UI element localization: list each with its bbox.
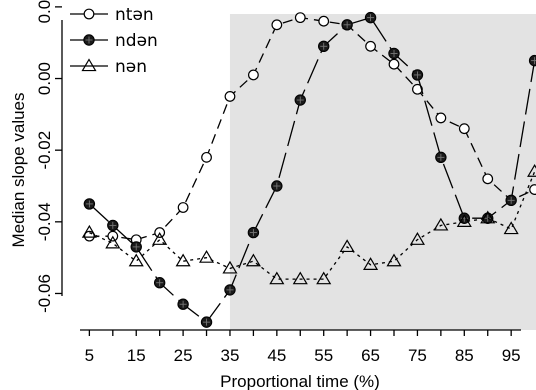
- data-point: [177, 202, 189, 213]
- data-point: [409, 232, 425, 245]
- data-point: [458, 123, 470, 135]
- data-point: [271, 19, 283, 31]
- x-tick-label: 25: [174, 346, 193, 365]
- data-point: [433, 217, 449, 231]
- x-ticks: 5 15 25 35 45 55 65 75 85 95: [85, 330, 521, 365]
- y-axis-title: Median slope values: [9, 93, 28, 248]
- x-tick-label: 75: [408, 346, 427, 365]
- data-point: [386, 253, 402, 267]
- data-point: [365, 40, 376, 52]
- x-tick-label: 55: [314, 346, 333, 365]
- x-tick-label: 45: [267, 346, 286, 365]
- data-point: [503, 221, 519, 235]
- x-tick-label: 95: [502, 346, 521, 365]
- data-point: [128, 253, 144, 267]
- data-point: [480, 210, 496, 224]
- y-tick-label: 0.00: [35, 62, 54, 95]
- data-point: [248, 69, 259, 81]
- legend-label: ntən: [115, 5, 154, 25]
- data-point: [81, 224, 97, 238]
- data-point: [316, 271, 332, 285]
- y-tick-label: -0.02: [35, 131, 54, 170]
- data-point: [224, 91, 236, 102]
- legend-item: nən: [70, 57, 147, 77]
- y-tick-label: -0.06: [35, 274, 54, 313]
- data-point: [318, 15, 330, 27]
- legend-marker: [83, 8, 95, 20]
- series-3: [81, 163, 536, 285]
- legend-label: nən: [115, 57, 147, 77]
- shaded-rect: [229, 14, 536, 330]
- data-point: [527, 163, 536, 177]
- legend-label: ndən: [115, 31, 158, 51]
- x-tick-label: 35: [221, 346, 240, 365]
- data-point: [105, 235, 121, 249]
- data-point: [412, 83, 423, 95]
- series: [81, 11, 536, 328]
- x-tick-label: 15: [127, 346, 146, 365]
- data-point: [435, 112, 447, 124]
- data-point: [245, 253, 261, 267]
- data-point: [529, 184, 536, 195]
- x-tick-label: 5: [85, 346, 94, 365]
- series-2: [83, 11, 536, 328]
- y-ticks: -0.06 -0.04 -0.02 0.00 0.02: [35, 0, 62, 313]
- y-tick-label: 0.02: [35, 0, 54, 23]
- legend-item: ndən: [70, 31, 158, 51]
- x-axis-title: Proportional time (%): [220, 372, 380, 390]
- data-point: [201, 151, 212, 163]
- legend-marker: [81, 58, 97, 72]
- data-point: [175, 253, 191, 267]
- data-point: [482, 173, 494, 185]
- legend: ntən ndən nən: [70, 5, 158, 77]
- data-point: [388, 58, 400, 70]
- x-tick-label: 85: [455, 346, 474, 365]
- data-point: [363, 257, 379, 270]
- data-point: [152, 232, 168, 245]
- data-point: [456, 214, 472, 227]
- legend-item: ntən: [70, 5, 154, 25]
- data-point: [198, 249, 215, 263]
- data-point: [222, 260, 238, 274]
- data-point: [294, 12, 306, 24]
- shaded-region: [229, 14, 536, 330]
- x-tick-label: 65: [361, 346, 380, 365]
- y-tick-label: -0.04: [35, 202, 54, 241]
- data-point: [339, 239, 355, 253]
- data-point: [292, 271, 308, 285]
- data-point: [269, 271, 285, 285]
